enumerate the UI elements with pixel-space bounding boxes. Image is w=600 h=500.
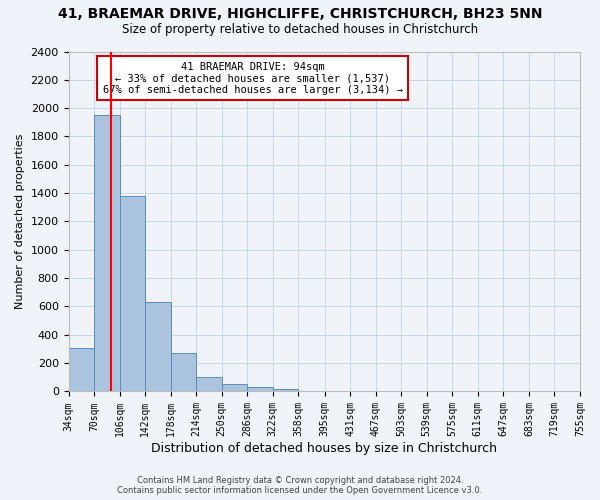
Text: Size of property relative to detached houses in Christchurch: Size of property relative to detached ho… xyxy=(122,22,478,36)
Text: 41 BRAEMAR DRIVE: 94sqm
← 33% of detached houses are smaller (1,537)
67% of semi: 41 BRAEMAR DRIVE: 94sqm ← 33% of detache… xyxy=(103,62,403,95)
Bar xyxy=(145,302,170,392)
Bar xyxy=(94,115,119,392)
Bar xyxy=(222,384,247,392)
Bar xyxy=(170,353,196,392)
Text: 41, BRAEMAR DRIVE, HIGHCLIFFE, CHRISTCHURCH, BH23 5NN: 41, BRAEMAR DRIVE, HIGHCLIFFE, CHRISTCHU… xyxy=(58,8,542,22)
Bar xyxy=(68,348,94,392)
X-axis label: Distribution of detached houses by size in Christchurch: Distribution of detached houses by size … xyxy=(151,442,497,455)
Y-axis label: Number of detached properties: Number of detached properties xyxy=(15,134,25,309)
Bar xyxy=(196,378,222,392)
Text: Contains HM Land Registry data © Crown copyright and database right 2024.
Contai: Contains HM Land Registry data © Crown c… xyxy=(118,476,482,495)
Bar xyxy=(273,388,298,392)
Bar xyxy=(298,391,325,392)
Bar xyxy=(119,196,145,392)
Bar xyxy=(247,387,273,392)
